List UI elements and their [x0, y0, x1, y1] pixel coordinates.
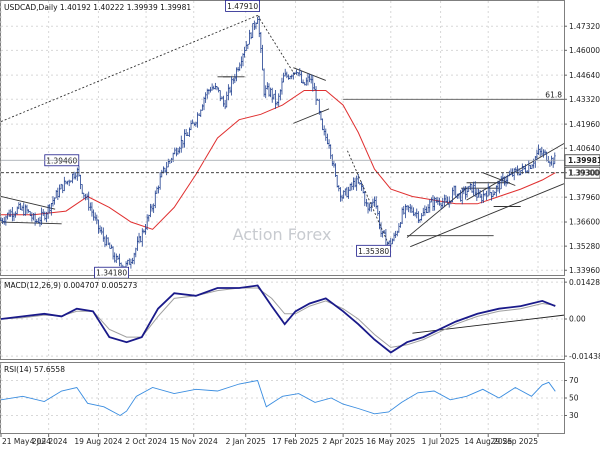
x-tick-label: 2 Jan 2025	[226, 437, 266, 446]
y-tick-label: 1.35280	[569, 242, 600, 251]
swing-label: 1.47910	[227, 2, 258, 11]
x-tick-label: 21 May 2024	[2, 437, 51, 446]
y-tick-label: 70	[569, 376, 579, 385]
rsi-line	[0, 379, 556, 417]
macd-y-axis: 0.014282 0.00 -0.014389	[564, 278, 600, 361]
x-tick-label: 17 Feb 2025	[272, 437, 319, 446]
rsi-panel: 70 50 30 RSI(14) 57.6558	[0, 362, 579, 434]
x-tick-label: 15 Nov 2024	[170, 437, 218, 446]
x-tick-label: 1 Jul 2025	[422, 437, 460, 446]
swing-label-box	[225, 0, 260, 12]
y-tick-label: 1.37960	[569, 193, 600, 202]
x-tick-label: 14 Aug 2025	[464, 437, 512, 446]
y-tick-label: 0.014282	[569, 278, 600, 287]
price-y-axis: 1.47320 1.46000 1.44640 1.43320 1.41960 1.406…	[564, 22, 600, 275]
trendline	[410, 183, 565, 248]
x-tick-label: 2 Oct 2024	[125, 437, 167, 446]
x-tick-label: 19 Aug 2024	[74, 437, 122, 446]
y-tick-label: 1.40640	[569, 144, 600, 153]
y-tick-label: 1.46000	[569, 46, 600, 55]
swing-label: 1.35380	[358, 247, 389, 256]
ohlc-series	[0, 15, 556, 271]
price-grid	[0, 1, 564, 275]
y-tick-label: 1.43320	[569, 95, 600, 104]
y-tick-label: 50	[569, 394, 579, 403]
y-tick-label: 1.39300	[569, 168, 600, 177]
x-tick-label: 2 Apr 2025	[322, 437, 364, 446]
trendline	[466, 143, 565, 201]
x-tick-label: 4 Jul 2024	[30, 437, 68, 446]
y-tick-label: 1.47320	[569, 22, 600, 31]
watermark: Action Forex	[233, 225, 332, 244]
y-tick-label: 1.33960	[569, 266, 600, 275]
macd-panel: 0.014282 0.00 -0.014389 MACD(12,26,9) 0.00…	[0, 278, 600, 361]
y-tick-label: 1.44640	[569, 71, 600, 80]
trendline	[0, 221, 62, 225]
swing-label: 1.34180	[96, 269, 127, 278]
y-tick-label: 0.00	[569, 315, 586, 324]
rsi-title: RSI(14) 57.6558	[4, 365, 65, 374]
rsi-series	[0, 379, 556, 417]
trendline	[406, 187, 467, 238]
x-tick-label: 29 Sep 2025	[490, 437, 538, 446]
swing-label: 1.39460	[46, 156, 77, 165]
y-tick-label: -0.014389	[569, 352, 600, 361]
macd-grid	[0, 279, 564, 359]
support-price-label: 1.39300	[568, 169, 599, 178]
trendline	[347, 150, 390, 245]
macd-signal-line	[0, 287, 556, 348]
trendline	[482, 172, 516, 186]
swing-label-box	[356, 244, 392, 257]
macd-series	[0, 284, 556, 354]
rsi-y-axis: 70 50 30	[564, 376, 579, 420]
y-tick-label: 1.41960	[569, 120, 600, 129]
x-tick-label: 16 May 2025	[366, 437, 415, 446]
last-price-box	[564, 154, 600, 167]
y-tick-label: 30	[569, 411, 579, 420]
macd-line	[0, 284, 556, 354]
price-title: USDCAD,Daily 1.40192 1.40222 1.39939 1.3…	[4, 3, 191, 12]
trendline	[0, 196, 56, 210]
moving-average-line	[1, 90, 556, 230]
trendline	[293, 108, 330, 124]
price-panel: Action Forex 1.47910 1.39460 1.34180 1.3538…	[0, 0, 600, 279]
last-price-label: 1.39981	[568, 156, 600, 165]
moving-average	[1, 90, 556, 230]
fib-level-label: 61.8	[545, 90, 562, 99]
macd-title: MACD(12,26,9) 0.004707 0.005273	[4, 281, 138, 290]
y-tick-label: 1.36600	[569, 218, 600, 227]
rsi-grid	[0, 363, 564, 433]
